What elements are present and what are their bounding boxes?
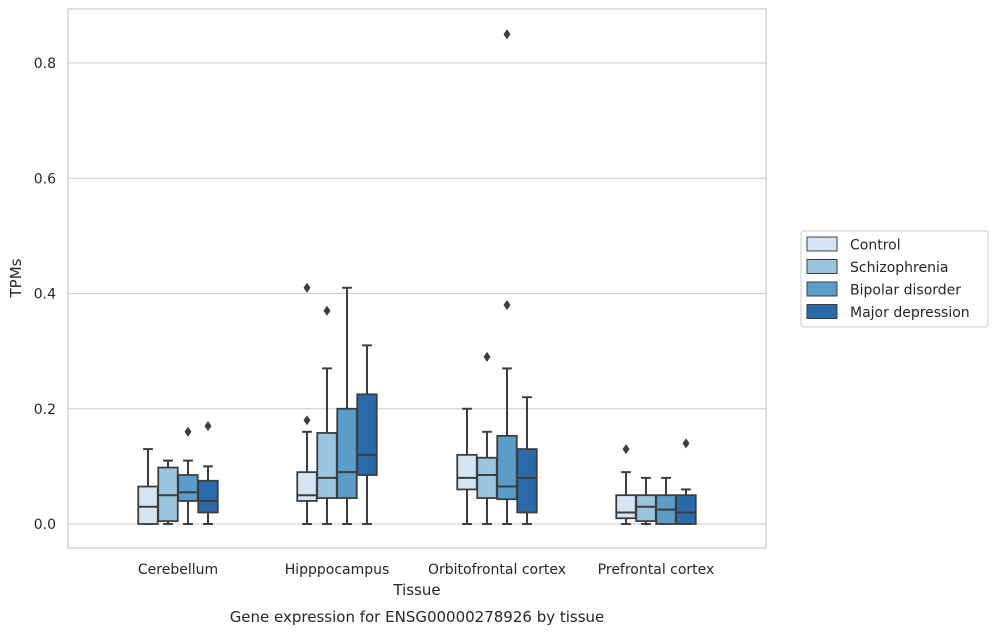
box [137, 485, 159, 525]
outlier-point [303, 282, 311, 293]
legend: Control Schizophrenia Bipolar disorder Majo… [800, 230, 989, 328]
outlier-point [204, 421, 212, 432]
x-tick-label: Hipppocampus [285, 562, 390, 578]
outlier-point [483, 351, 491, 362]
x-tick-label: Prefrontal cortex [598, 562, 715, 578]
x-tick-label: Cerebellum [138, 562, 218, 578]
x-tick-label: Orbitofrontal cortex [428, 562, 566, 578]
outlier-point [682, 438, 690, 449]
box [296, 471, 318, 502]
legend-swatch [806, 304, 838, 319]
y-tick-label: 0.4 [34, 287, 56, 303]
box [197, 479, 219, 514]
box [516, 448, 538, 514]
box [316, 432, 338, 499]
outlier-point [503, 29, 511, 40]
box [356, 393, 378, 476]
box [456, 453, 478, 491]
outlier-point [323, 305, 331, 316]
legend-label: Bipolar disorder [850, 283, 961, 299]
series-schizophrenia [157, 305, 657, 525]
y-tick-label: 0.8 [34, 56, 56, 72]
box [496, 434, 518, 501]
box [615, 494, 637, 520]
x-tick-labels: Cerebellum Hipppocampus Orbitofrontal cort… [138, 562, 714, 578]
outlier-point [503, 300, 511, 311]
box [476, 456, 498, 499]
chart-caption: Gene expression for ENSG00000278926 by t… [230, 608, 605, 626]
box-series [137, 29, 697, 525]
x-axis-title: Tissue [392, 581, 440, 599]
y-tick-label: 0.6 [34, 171, 56, 187]
legend-frame [800, 230, 989, 328]
series-bipolar-disorder [177, 29, 677, 525]
series-major-depression [197, 344, 697, 525]
box [675, 494, 697, 525]
y-tick-labels: 0.0 0.2 0.4 0.6 0.8 [34, 56, 56, 533]
box [336, 407, 358, 499]
y-axis-title: TPMs [7, 258, 25, 298]
outlier-point [184, 426, 192, 437]
plot-area-frame [67, 8, 767, 549]
box [177, 474, 199, 502]
box [635, 494, 657, 523]
legend-label: Control [850, 238, 901, 254]
legend-swatch [806, 281, 838, 297]
legend-swatch [806, 236, 838, 252]
outlier-point [303, 415, 311, 426]
y-tick-label: 0.2 [34, 402, 56, 418]
y-tick-label: 0.0 [34, 517, 56, 533]
legend-swatch [806, 259, 838, 274]
grid-lines [68, 62, 766, 525]
legend-label: Schizophrenia [850, 260, 948, 276]
legend-label: Major depression [850, 305, 970, 321]
outlier-point [622, 444, 630, 455]
